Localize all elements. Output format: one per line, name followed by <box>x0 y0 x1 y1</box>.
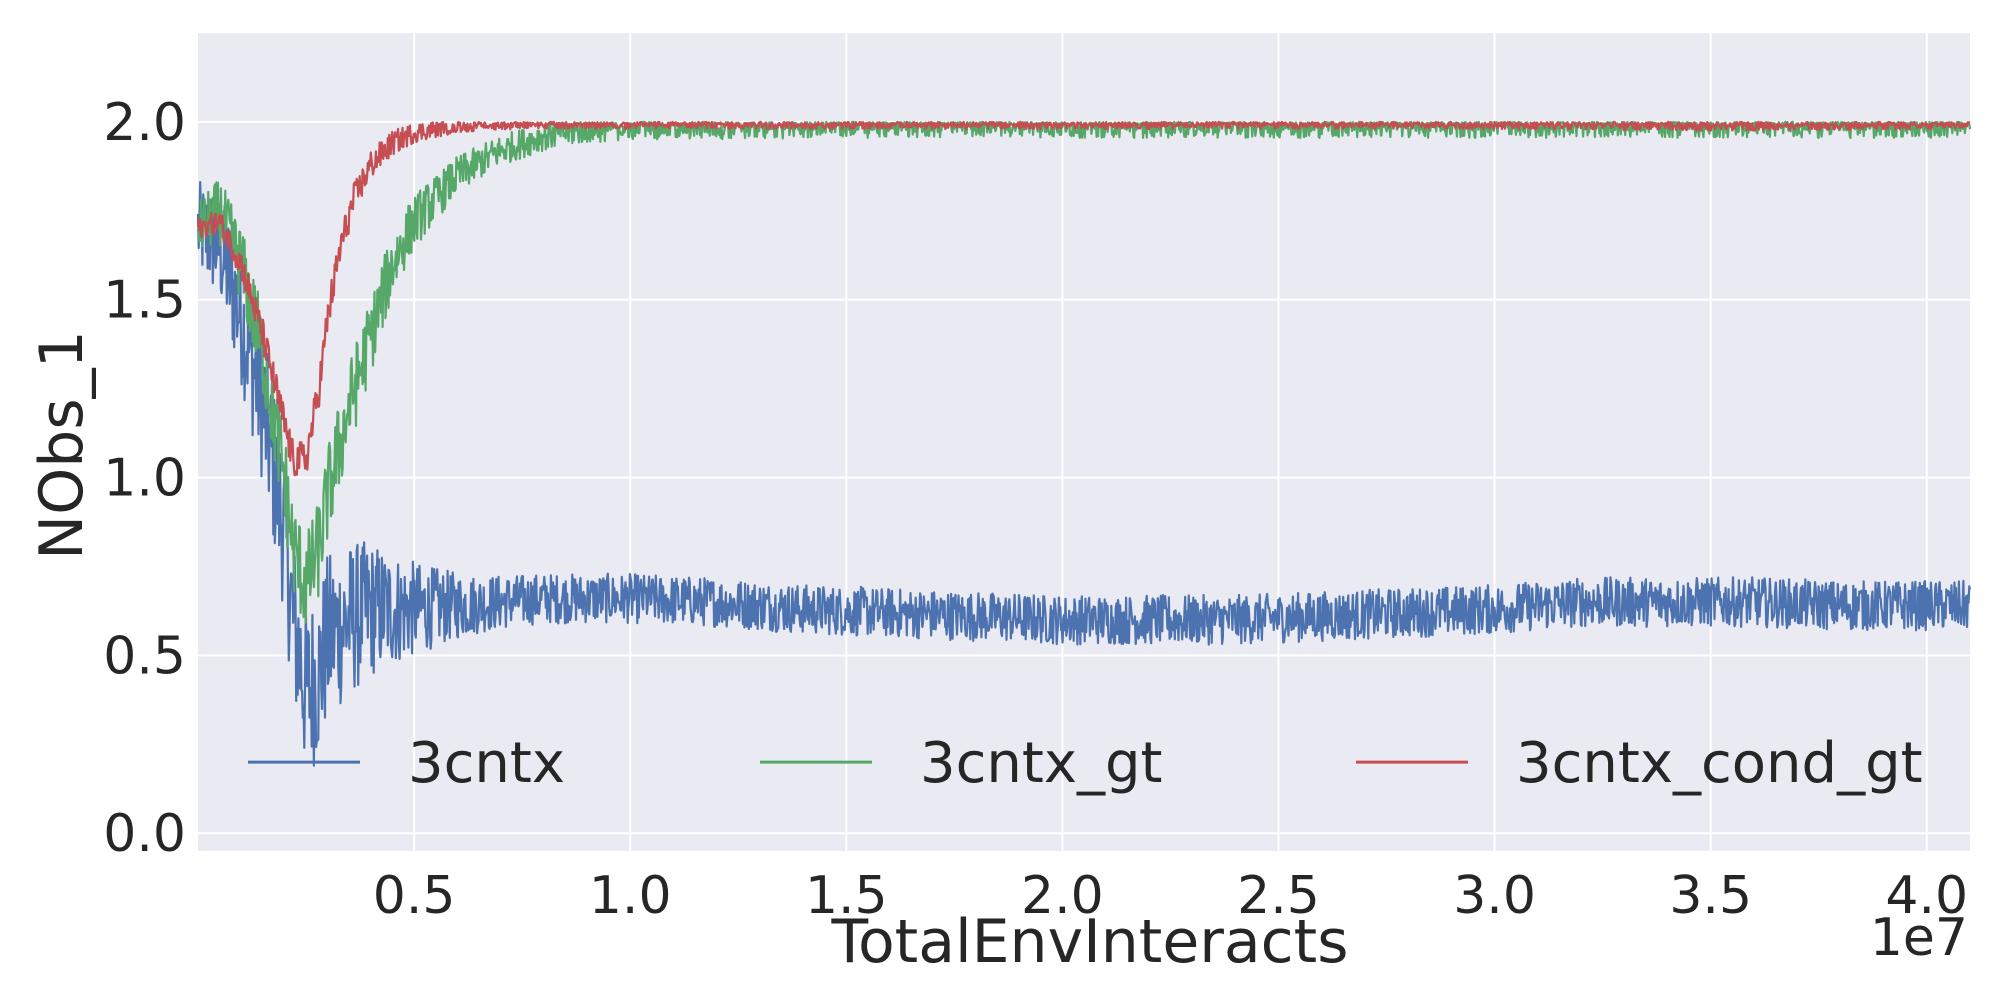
plot-area <box>198 33 1970 851</box>
x-axis-scale-label: 1e7 <box>1870 908 1968 968</box>
legend: 3cntx 3cntx_gt 3cntx_cond_gt <box>248 731 1923 796</box>
grid-lines <box>198 33 1970 851</box>
x-axis-ticks: 0.5 1.0 1.5 2.0 2.5 3.0 3.5 4.0 <box>373 866 1968 926</box>
y-axis-ticks: 0.0 0.5 1.0 1.5 2.0 <box>103 93 186 864</box>
legend-label: 3cntx_gt <box>920 731 1163 796</box>
x-tick-label: 1.0 <box>589 866 672 926</box>
series-line <box>196 120 1971 477</box>
series-line <box>196 181 1972 767</box>
x-tick-label: 2.0 <box>1021 866 1104 926</box>
legend-label: 3cntx_cond_gt <box>1516 731 1923 796</box>
y-tick-label: 0.0 <box>103 804 186 864</box>
y-tick-label: 0.5 <box>103 626 186 686</box>
y-tick-label: 2.0 <box>103 93 186 153</box>
x-axis-title: TotalEnvInteracts <box>831 907 1349 977</box>
x-tick-label: 3.0 <box>1453 866 1536 926</box>
series-3cntx <box>196 181 1972 767</box>
y-tick-label: 1.0 <box>103 449 186 509</box>
x-tick-label: 3.5 <box>1669 866 1752 926</box>
series-lines <box>196 120 1972 767</box>
series-3cntx_cond_gt <box>196 120 1971 477</box>
x-tick-label: 2.5 <box>1237 866 1320 926</box>
x-tick-label: 1.5 <box>805 866 888 926</box>
legend-label: 3cntx <box>408 731 565 796</box>
y-axis-title: NObs_1 <box>27 330 97 560</box>
y-tick-label: 1.5 <box>103 271 186 331</box>
x-tick-label: 0.5 <box>373 866 456 926</box>
x-tick-label: 4.0 <box>1885 866 1968 926</box>
